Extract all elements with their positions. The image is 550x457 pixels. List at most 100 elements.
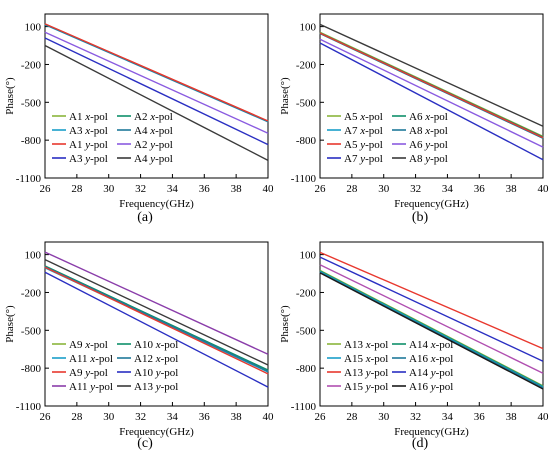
legend-entry: A4 x-pol [134,125,173,137]
y-tick-label: -800 [296,135,317,147]
legend-entry: A11 y-pol [69,381,113,393]
x-tick-label: 34 [442,411,454,423]
y-tick-label: -800 [21,135,42,147]
legend-entry: A9 y-pol [69,367,108,379]
x-tick-label: 36 [474,183,486,195]
x-axis-label: Frequency(GHz) [119,426,194,438]
y-axis-label: Phase(°) [279,305,291,343]
plot-frame [44,241,269,407]
x-tick-label: 40 [538,411,550,423]
x-tick-label: 30 [378,411,390,423]
y-tick-label: 100 [25,250,42,262]
legend-entry: A8 y-pol [409,153,448,165]
x-tick-label: 32 [135,411,146,423]
legend-entry: A15 x-pol [344,353,388,365]
x-tick-label: 40 [263,183,275,195]
y-tick-label: -800 [21,363,42,375]
x-tick-label: 26 [40,411,52,423]
x-tick-label: 26 [315,411,327,423]
y-tick-label: -500 [21,325,42,337]
x-axis-label: Frequency(GHz) [394,426,469,438]
y-tick-label: -1100 [16,173,42,185]
chart-b-plot: 26 28 30 32 34 36 38 40 100 -200 -500 -800 -1100 Freq… [279,13,549,210]
legend-entry: A10 y-pol [134,367,178,379]
x-tick-label: 38 [506,411,517,423]
chart-panel-c: 26 28 30 32 34 36 38 40 100 -200 -500 -800 -1100 Freq… [0,228,275,457]
series-line [44,259,269,366]
legend-entry: A2 x-pol [134,111,173,123]
y-tick-label: 100 [300,22,317,34]
legend-entry: A7 y-pol [344,153,383,165]
chart-panel-d: 26 28 30 32 34 36 38 40 100 -200 -500 -800 -1100 Freq… [275,228,550,457]
x-tick-label: 32 [410,183,421,195]
legend-entry: A13 y-pol [344,367,388,379]
series-line [44,31,269,134]
series-line [44,266,269,375]
legend-entry: A1 x-pol [69,111,108,123]
series-line [44,37,269,146]
y-tick-label: -800 [296,363,317,375]
x-tick-label: 30 [103,183,115,195]
x-tick-label: 32 [135,183,146,195]
x-axis-label: Frequency(GHz) [394,198,469,210]
y-tick-label: 100 [300,250,317,262]
legend-entry: A1 y-pol [69,139,108,151]
legend-entry: A6 y-pol [409,139,448,151]
legend-entry: A4 y-pol [134,153,173,165]
y-tick-label: -500 [296,97,317,109]
series-line [319,32,544,139]
series-line [319,256,544,362]
y-tick-label: -1100 [291,401,317,413]
series-line [319,38,544,148]
series-line [44,265,269,372]
plot-frame [319,13,544,179]
series-line [319,42,544,161]
y-tick-label: -500 [21,97,42,109]
legend-entry: A16 x-pol [409,353,453,365]
legend-entry: A14 y-pol [409,367,453,379]
y-tick-label: -1100 [16,401,42,413]
x-tick-label: 28 [71,183,83,195]
x-tick-label: 26 [40,183,52,195]
x-tick-label: 38 [231,411,243,423]
x-tick-label: 34 [442,183,454,195]
legend-entry: A6 x-pol [409,111,448,123]
y-tick-label: -200 [21,287,42,299]
series-line [319,264,544,374]
chart-panel-b: 26 28 30 32 34 36 38 40 100 -200 -500 -800 -1100 Freq… [275,0,550,228]
x-tick-label: 28 [71,411,83,423]
series-line [44,23,269,122]
x-tick-label: 34 [167,411,179,423]
series-line [319,272,544,390]
x-tick-label: 40 [263,411,275,423]
legend-entry: A8 x-pol [409,125,448,137]
series-line [44,44,269,161]
plot-frame [319,241,544,407]
chart-a-plot: 26 28 30 32 34 36 38 40 100 -200 -500 -800 -1100 Freq… [4,13,275,210]
y-tick-label: -1100 [291,173,317,185]
x-axis-label: Frequency(GHz) [119,198,194,210]
series-line [44,251,269,355]
x-tick-label: 36 [199,183,211,195]
chart-b-label: (b) [411,210,429,225]
x-tick-label: 36 [199,411,211,423]
chart-d-plot: 26 28 30 32 34 36 38 40 100 -200 -500 -800 -1100 Freq… [279,241,550,438]
legend-entry: A9 x-pol [69,339,108,351]
legend-entry: A14 x-pol [409,339,453,351]
series-line [319,251,544,350]
y-tick-label: 100 [25,22,42,34]
legend-entry: A15 y-pol [344,381,388,393]
y-tick-label: -200 [296,287,317,299]
legend-entry: A13 x-pol [344,339,388,351]
legend-entry: A16 y-pol [409,381,453,393]
x-tick-label: 28 [346,411,358,423]
y-axis-label: Phase(°) [4,305,16,343]
legend-entry: A13 y-pol [134,381,178,393]
legend-entry: A12 x-pol [134,353,178,365]
x-tick-label: 30 [103,411,115,423]
legend-entry: A3 y-pol [69,153,108,165]
chart-c-label: (c) [137,436,153,451]
chart-a-label: (a) [137,210,153,225]
legend-entry: A3 x-pol [69,125,108,137]
x-tick-label: 34 [167,183,179,195]
